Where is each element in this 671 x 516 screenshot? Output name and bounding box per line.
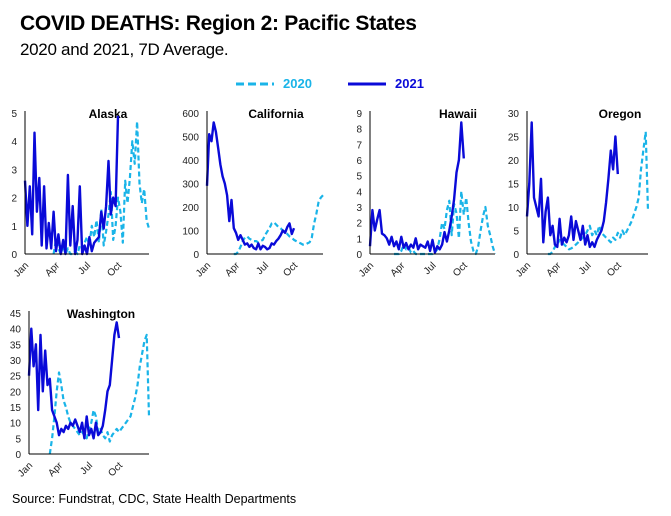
x-tick-label: Jan	[357, 260, 376, 279]
y-tick-label: 1	[356, 234, 362, 245]
y-tick-label: 1	[11, 222, 17, 233]
chart-washington: Washington 0 5 10 15 20 25 30 35 40 45 Jan Apr Jul Oct	[10, 307, 151, 480]
legend-swatch-2021	[348, 82, 386, 86]
legend-label-2021: 2021	[395, 76, 424, 91]
x-tick-label: Jan	[12, 260, 31, 279]
y-tick-label: 400	[182, 156, 199, 167]
y-tick-label: 4	[11, 137, 17, 148]
y-tick-label: 45	[10, 309, 22, 320]
chart-title: Washington	[67, 307, 135, 321]
y-tick-label: 30	[508, 109, 520, 120]
y-tick-label: 15	[508, 180, 520, 191]
y-tick-label: 0	[193, 250, 199, 261]
series-line-2020	[394, 190, 497, 256]
chart-hawaii: Hawaii 0 1 2 3 4 5 6 7 8 9 Jan Apr Jul Oct	[356, 107, 497, 280]
y-tick-label: 0	[513, 250, 519, 261]
x-tick-label: Oct	[451, 260, 470, 279]
x-tick-label: Jul	[577, 260, 594, 277]
chart-california: California 0 100 200 300 400 500 600 Jan Apr Jul Oc…	[182, 107, 324, 280]
legend-label-2020: 2020	[283, 76, 312, 91]
x-tick-label: Oct	[105, 260, 124, 279]
x-tick-label: Jan	[514, 260, 533, 279]
y-tick-label: 5	[15, 434, 21, 445]
y-tick-label: 7	[356, 140, 362, 151]
y-tick-label: 3	[11, 165, 17, 176]
y-tick-label: 0	[15, 450, 21, 461]
page-subtitle: 2020 and 2021, 7D Average.	[20, 40, 229, 59]
y-tick-label: 5	[513, 227, 519, 238]
series-line-2020	[48, 333, 151, 455]
y-tick-label: 25	[10, 372, 22, 383]
x-tick-label: Oct	[106, 460, 125, 479]
y-tick-label: 35	[10, 340, 22, 351]
x-tick-label: Apr	[43, 260, 62, 279]
x-tick-label: Apr	[46, 460, 65, 479]
chart-oregon: Oregon 0 5 10 15 20 25 30 Jan Apr Jul Oct	[508, 107, 650, 280]
x-tick-label: Jan	[16, 460, 35, 479]
y-tick-label: 15	[10, 403, 22, 414]
y-tick-label: 500	[182, 133, 199, 144]
y-tick-label: 5	[11, 109, 17, 120]
series-line-2020	[547, 130, 650, 256]
page-title: COVID DEATHS: Region 2: Pacific States	[20, 12, 417, 35]
y-tick-label: 600	[182, 109, 199, 120]
legend-swatch-2020	[236, 82, 274, 86]
x-tick-label: Oct	[281, 260, 300, 279]
y-tick-label: 0	[356, 250, 362, 261]
x-tick-label: Apr	[389, 260, 408, 279]
series-line-2021	[27, 321, 121, 440]
series-line-2020	[233, 194, 324, 256]
x-tick-label: Jul	[78, 460, 95, 477]
x-tick-label: Oct	[605, 260, 624, 279]
y-tick-label: 4	[356, 187, 362, 198]
x-tick-label: Jul	[422, 260, 439, 277]
chart-alaska: Alaska 0 1 2 3 4 5 Jan Apr Jul Oct	[11, 107, 151, 280]
y-tick-label: 2	[356, 219, 362, 230]
chart-title: Hawaii	[439, 107, 477, 121]
x-tick-label: Jan	[194, 260, 213, 279]
y-tick-label: 8	[356, 125, 362, 136]
chart-title: Oregon	[599, 107, 642, 121]
source-note: Source: Fundstrat, CDC, State Health Dep…	[12, 492, 297, 506]
x-tick-label: Jul	[76, 260, 93, 277]
y-tick-label: 200	[182, 203, 199, 214]
x-tick-label: Jul	[254, 260, 271, 277]
y-tick-label: 300	[182, 180, 199, 191]
y-tick-label: 100	[182, 227, 199, 238]
series-line-2020	[52, 120, 151, 256]
chart-title: Alaska	[89, 107, 128, 121]
series-line-2021	[368, 121, 465, 254]
chart-title: California	[248, 107, 304, 121]
y-tick-label: 20	[10, 387, 22, 398]
y-tick-label: 40	[10, 325, 22, 336]
series-line-2021	[23, 115, 120, 256]
y-tick-label: 5	[356, 172, 362, 183]
y-tick-label: 0	[11, 250, 17, 261]
y-tick-label: 10	[508, 203, 520, 214]
y-tick-label: 3	[356, 203, 362, 214]
y-tick-label: 30	[10, 356, 22, 367]
y-tick-label: 2	[11, 194, 17, 205]
y-tick-label: 25	[508, 133, 520, 144]
series-line-2021	[525, 121, 619, 249]
y-tick-label: 6	[356, 156, 362, 167]
y-tick-label: 9	[356, 109, 362, 120]
series-line-2021	[205, 121, 296, 251]
y-tick-label: 10	[10, 419, 22, 430]
x-tick-label: Apr	[223, 260, 242, 279]
x-tick-label: Apr	[545, 260, 564, 279]
y-tick-label: 20	[508, 156, 520, 167]
